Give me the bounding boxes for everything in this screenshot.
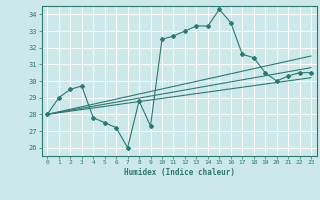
- X-axis label: Humidex (Indice chaleur): Humidex (Indice chaleur): [124, 168, 235, 177]
